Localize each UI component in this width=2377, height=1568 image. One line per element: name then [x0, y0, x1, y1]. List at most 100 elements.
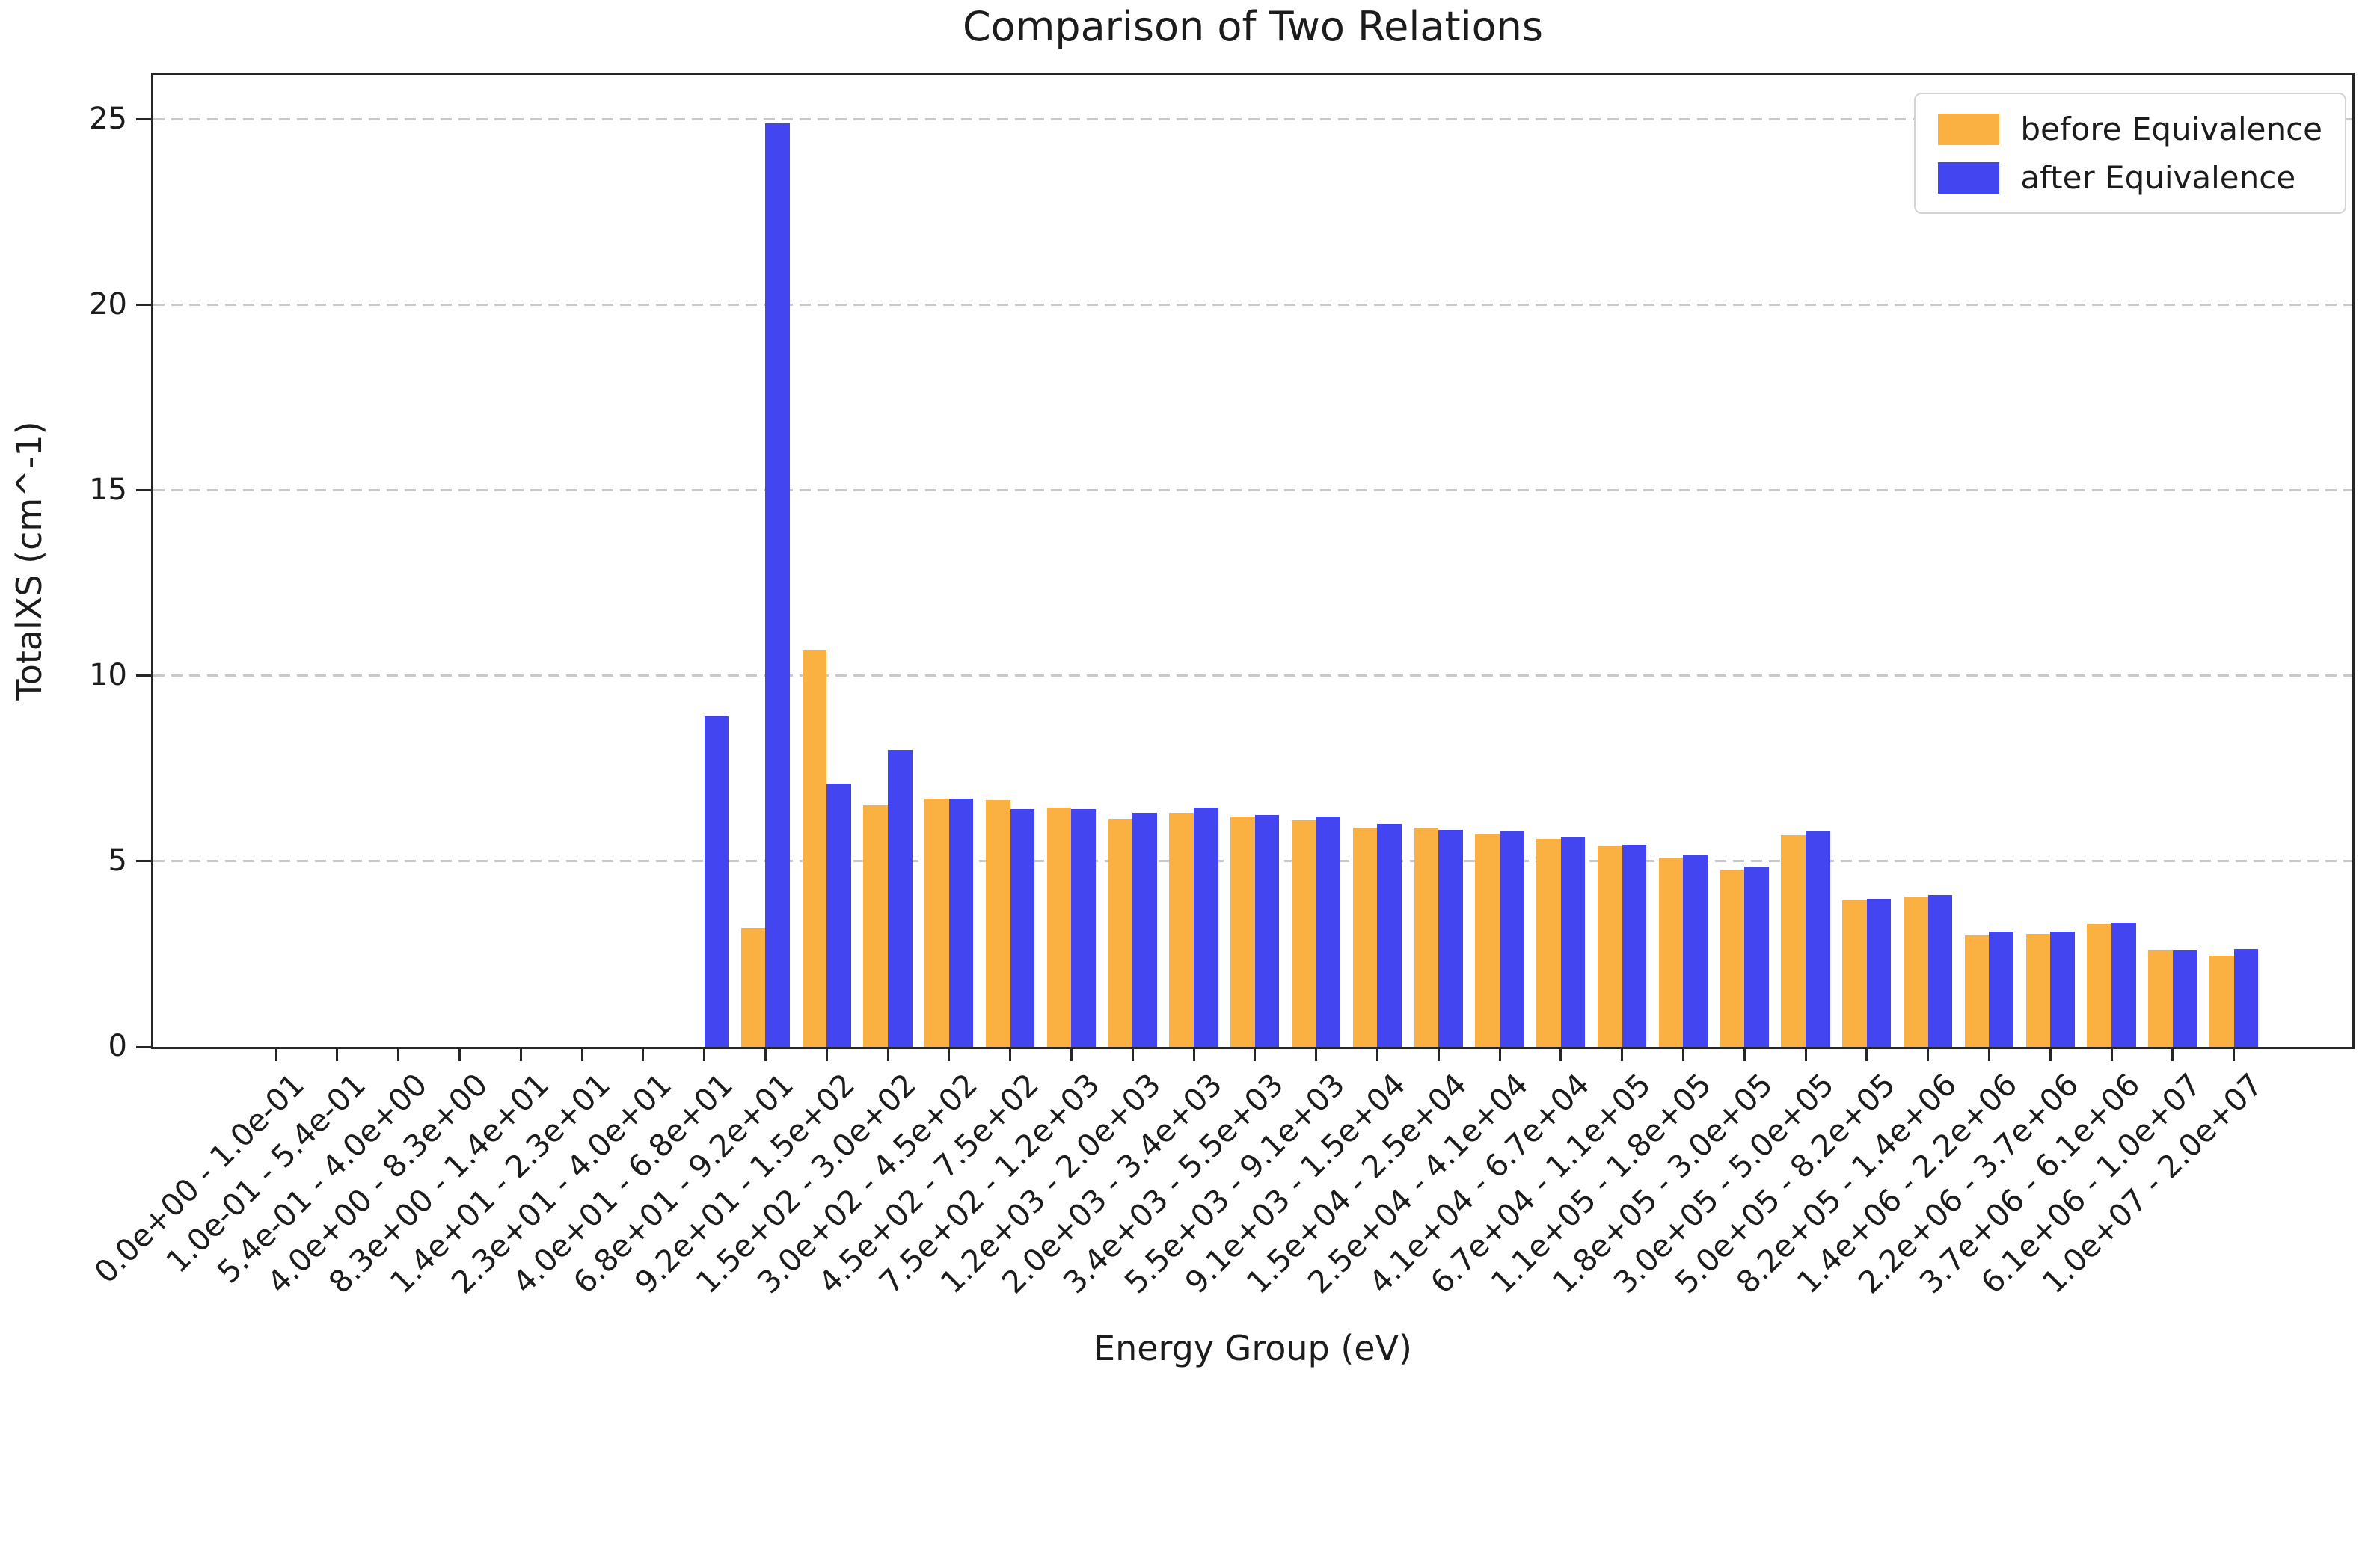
x-tick-mark	[336, 1049, 339, 1061]
x-tick-mark	[1315, 1049, 1318, 1061]
x-tick-mark	[2049, 1049, 2052, 1061]
bar-before-11	[863, 805, 888, 1047]
x-tick-mark	[764, 1049, 767, 1061]
x-tick-mark	[2110, 1049, 2113, 1061]
x-tick-mark	[2233, 1049, 2236, 1061]
y-tick-mark	[136, 1045, 151, 1048]
bar-before-32	[2148, 950, 2173, 1047]
bar-before-18	[1291, 820, 1316, 1047]
chart-title: Comparison of Two Relations	[962, 3, 1544, 50]
x-tick-mark	[519, 1049, 522, 1061]
y-tick-label: 5	[108, 843, 127, 878]
x-tick-mark	[1681, 1049, 1684, 1061]
y-tick-mark	[136, 674, 151, 677]
x-tick-mark	[1865, 1049, 1868, 1061]
plot-area: before Equivalence after Equivalence	[151, 73, 2355, 1049]
y-tick-mark	[136, 860, 151, 863]
bar-after-23	[1622, 844, 1647, 1047]
bar-before-31	[2087, 924, 2111, 1047]
bar-before-20	[1414, 828, 1439, 1047]
x-tick-mark	[1559, 1049, 1562, 1061]
bar-after-15	[1132, 813, 1157, 1047]
x-tick-mark	[2171, 1049, 2174, 1061]
bar-before-23	[1597, 846, 1622, 1047]
bar-before-17	[1230, 817, 1255, 1047]
bar-before-26	[1781, 835, 1806, 1047]
figure: { "figure": { "title": "Comparison of Tw…	[9, 3, 2355, 1368]
x-tick-mark	[886, 1049, 889, 1061]
bar-after-24	[1683, 855, 1708, 1047]
bar-before-21	[1475, 833, 1500, 1047]
gridline-y-20	[153, 304, 2352, 307]
bar-before-30	[2025, 933, 2051, 1047]
bar-before-15	[1108, 818, 1133, 1047]
bar-after-11	[888, 750, 913, 1047]
x-axis-label: Energy Group (eV)	[1094, 1328, 1412, 1368]
y-tick-mark	[136, 304, 151, 307]
bar-before-13	[985, 800, 1010, 1047]
y-tick-label: 15	[89, 472, 127, 507]
y-tick-label: 10	[89, 657, 127, 692]
bar-after-22	[1560, 837, 1586, 1047]
bar-after-19	[1377, 824, 1402, 1047]
bar-after-13	[1010, 809, 1035, 1047]
x-tick-mark	[1621, 1049, 1624, 1061]
x-tick-mark	[1743, 1049, 1746, 1061]
x-tick-mark	[274, 1049, 277, 1061]
bar-before-28	[1903, 897, 1928, 1047]
legend-swatch-after-icon	[1938, 162, 2000, 194]
x-tick-mark	[703, 1049, 706, 1061]
y-tick-label: 25	[89, 101, 127, 136]
y-tick-label: 20	[89, 286, 127, 322]
bar-after-20	[1438, 829, 1463, 1047]
bar-before-12	[924, 798, 949, 1047]
x-tick-mark	[1254, 1049, 1257, 1061]
legend-swatch-before-icon	[1938, 113, 2000, 145]
x-tick-mark	[1498, 1049, 1501, 1061]
legend-item-after: after Equivalence	[1938, 159, 2322, 196]
bar-before-9	[740, 928, 766, 1047]
bar-before-22	[1536, 839, 1561, 1047]
bar-after-25	[1744, 867, 1769, 1047]
x-tick-mark	[1987, 1049, 1990, 1061]
bar-after-14	[1071, 809, 1097, 1047]
bar-after-29	[1989, 932, 2014, 1047]
gridline-y-25	[153, 118, 2352, 121]
bar-after-18	[1316, 817, 1341, 1047]
x-tick-mark	[1131, 1049, 1134, 1061]
gridline-y-10	[153, 674, 2352, 677]
bar-before-24	[1658, 857, 1684, 1047]
x-tick-mark	[642, 1049, 645, 1061]
x-tick-mark	[825, 1049, 828, 1061]
bar-before-25	[1720, 870, 1745, 1047]
x-tick-mark	[1375, 1049, 1378, 1061]
x-tick-mark	[1437, 1049, 1440, 1061]
x-tick-mark	[1192, 1049, 1195, 1061]
bar-after-33	[2233, 948, 2259, 1047]
legend-label-after: after Equivalence	[2020, 159, 2296, 196]
x-tick-mark	[580, 1049, 583, 1061]
bar-before-16	[1169, 813, 1194, 1047]
x-tick-mark	[1927, 1049, 1930, 1061]
bar-after-17	[1254, 814, 1280, 1047]
y-tick-mark	[136, 489, 151, 492]
bar-after-9	[765, 123, 791, 1047]
bar-after-12	[948, 798, 974, 1047]
bar-before-14	[1046, 807, 1072, 1047]
bar-before-29	[1964, 935, 1990, 1047]
legend: before Equivalence after Equivalence	[1914, 93, 2346, 214]
bar-after-27	[1866, 898, 1892, 1047]
x-tick-mark	[397, 1049, 400, 1061]
bar-after-21	[1500, 831, 1524, 1047]
x-tick-mark	[1804, 1049, 1807, 1061]
x-tick-mark	[1009, 1049, 1012, 1061]
bar-before-19	[1352, 828, 1378, 1047]
bar-after-16	[1194, 807, 1218, 1047]
y-tick-mark	[136, 118, 151, 121]
legend-label-before: before Equivalence	[2020, 111, 2322, 147]
bar-after-10	[826, 783, 851, 1047]
bar-before-10	[802, 650, 827, 1047]
bar-after-30	[2050, 932, 2075, 1047]
bar-after-28	[1927, 894, 1953, 1047]
bar-after-31	[2111, 922, 2136, 1047]
